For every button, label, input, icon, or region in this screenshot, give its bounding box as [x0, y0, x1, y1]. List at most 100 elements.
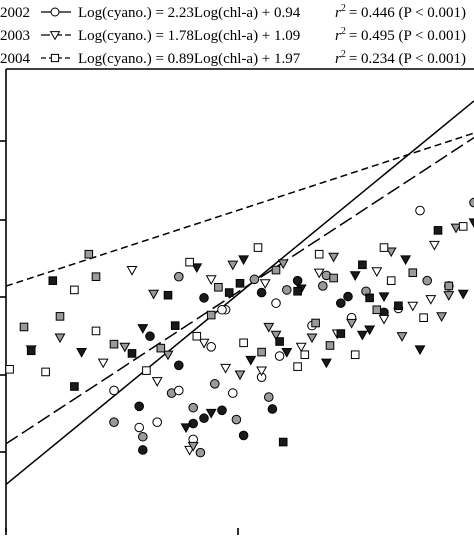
data-point-2003 — [198, 338, 210, 349]
data-point-2004 — [214, 282, 223, 292]
data-point-2003 — [259, 279, 271, 289]
data-point-2003 — [76, 347, 88, 358]
r2-symbol: r — [335, 5, 341, 21]
legend-year: 2003 — [0, 28, 30, 44]
data-point-2003 — [400, 255, 412, 266]
data-point-2004 — [329, 273, 338, 283]
data-point-2003 — [306, 333, 318, 344]
data-point-2003 — [126, 265, 138, 276]
data-point-2004 — [350, 350, 360, 360]
data-point-2003 — [443, 291, 455, 301]
legend-equation: Log(cyano.) = 0.89Log(chl-a) + 1.97 — [78, 51, 301, 67]
data-point-2004 — [372, 305, 382, 315]
data-point-2002 — [264, 392, 274, 402]
data-point-2003 — [320, 358, 332, 369]
legend-row-2003: 2003 Log(cyano.) = 1.78Log(chl-a) + 1.09 r… — [0, 26, 466, 44]
data-point-2003 — [295, 342, 307, 353]
data-point-2002 — [138, 431, 148, 442]
data-point-2002 — [282, 285, 292, 295]
data-point-2004 — [91, 272, 101, 281]
data-point-2004 — [394, 301, 403, 311]
legend-marker-triangle — [49, 31, 61, 41]
data-point-2004 — [444, 281, 454, 291]
data-point-2004 — [257, 347, 266, 357]
data-point-2003 — [137, 324, 149, 334]
data-point-2002 — [134, 401, 144, 412]
data-point-2004 — [127, 349, 137, 358]
data-point-2004 — [70, 285, 79, 295]
data-point-2003 — [436, 312, 448, 322]
data-point-2003 — [238, 255, 250, 266]
data-point-2003 — [220, 363, 232, 374]
data-point-2004 — [84, 249, 94, 259]
legend-marker-circle — [50, 7, 60, 17]
data-point-2002 — [195, 447, 206, 458]
regression-line-2002 — [5, 100, 474, 486]
data-point-2003 — [356, 330, 368, 341]
data-point-2003 — [187, 441, 199, 452]
data-point-2002 — [238, 430, 249, 441]
data-point-2003 — [328, 252, 340, 263]
data-point-2003 — [468, 218, 474, 229]
data-point-2004 — [253, 243, 263, 252]
data-point-2002 — [199, 293, 209, 303]
data-point-2002 — [109, 417, 119, 428]
data-point-2002 — [469, 197, 474, 208]
data-point-2002 — [415, 205, 425, 216]
data-point-2003 — [457, 289, 469, 300]
data-point-2003 — [119, 342, 131, 353]
data-point-2002 — [134, 422, 144, 433]
data-point-2002 — [145, 331, 155, 342]
data-point-2004 — [379, 243, 389, 252]
data-point-2003 — [277, 259, 289, 270]
legend-equation: Log(cyano.) = 2.23Log(chl-a) + 0.94 — [78, 5, 301, 21]
data-point-2002 — [274, 351, 285, 361]
data-point-2004 — [278, 437, 288, 447]
data-point-2004 — [91, 326, 101, 336]
data-point-2002 — [174, 385, 184, 396]
data-point-2002 — [109, 385, 119, 396]
r2-value: = 0.495 (P < 0.001) — [349, 28, 466, 44]
data-point-2004 — [300, 350, 310, 360]
legend-r2: r2 = 0.234 (P < 0.001) — [335, 49, 466, 67]
legend-row-2004: 2004 Log(cyano.) = 0.89Log(chl-a) + 1.97 r… — [0, 49, 466, 67]
data-point-2004 — [408, 268, 418, 278]
data-point-2004 — [192, 331, 202, 341]
data-point-2004 — [70, 382, 79, 391]
data-point-2004 — [365, 293, 374, 303]
data-point-2003 — [180, 423, 192, 434]
data-point-2004 — [206, 310, 216, 320]
legend-equation: Log(cyano.) = 1.78Log(chl-a) + 1.09 — [78, 28, 300, 44]
data-point-2004 — [386, 276, 396, 285]
data-point-2004 — [55, 312, 65, 321]
data-point-2004 — [433, 226, 443, 235]
data-point-2004 — [48, 276, 58, 285]
data-point-2004 — [458, 222, 468, 231]
data-point-2004 — [224, 288, 234, 297]
data-point-2003 — [263, 322, 275, 333]
data-point-2003 — [385, 247, 397, 258]
r2-exponent: 2 — [341, 49, 346, 60]
data-point-2002 — [210, 379, 220, 389]
data-point-2003 — [371, 267, 383, 278]
data-point-2004 — [358, 260, 367, 270]
data-point-2004 — [109, 339, 119, 349]
data-point-2004 — [19, 322, 29, 332]
r2-exponent: 2 — [341, 3, 346, 14]
data-point-2003 — [162, 350, 174, 361]
data-point-2004 — [185, 257, 194, 267]
data-point-2003 — [346, 318, 358, 329]
plot-area — [0, 68, 474, 535]
data-point-2002 — [217, 405, 227, 416]
data-point-2004 — [26, 346, 36, 356]
data-point-2004 — [419, 313, 428, 322]
data-point-2003 — [313, 268, 325, 279]
legend-year: 2002 — [0, 5, 30, 21]
data-point-2003 — [256, 366, 268, 377]
data-point-2004 — [275, 337, 284, 346]
data-point-2003 — [151, 377, 163, 387]
data-point-2003 — [245, 355, 257, 366]
data-point-2002 — [336, 298, 346, 308]
data-point-2002 — [138, 445, 148, 455]
